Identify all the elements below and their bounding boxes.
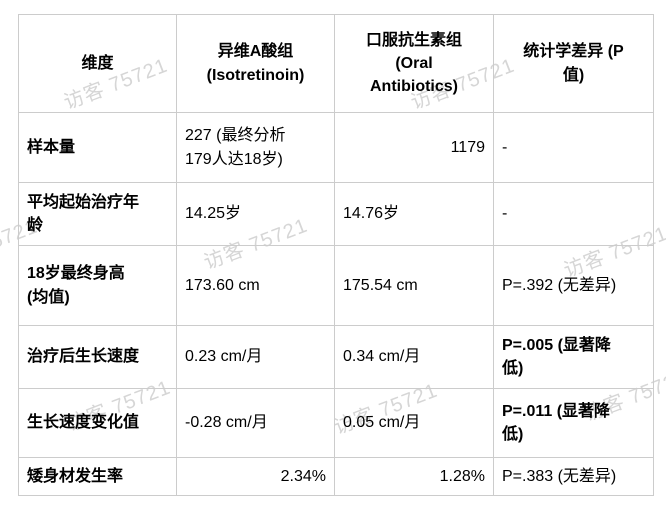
table-header-row: 维度 异维A酸组 (Isotretinoin) 口服抗生素组 (Oral Ant… bbox=[18, 14, 654, 113]
header-isotretinoin-group: 异维A酸组 (Isotretinoin) bbox=[176, 14, 335, 113]
table-row-growth-velocity: 治疗后生长速度 0.23 cm/月 0.34 cm/月 P=.005 (显著降 … bbox=[18, 325, 654, 389]
cell-p-value: P=.011 (显著降 低) bbox=[493, 388, 654, 458]
cell-isotretinoin: 0.23 cm/月 bbox=[176, 325, 335, 389]
table-row-short-stature-rate: 矮身材发生率 2.34% 1.28% P=.383 (无差异) bbox=[18, 457, 654, 496]
cell-dimension: 平均起始治疗年 龄 bbox=[18, 182, 177, 246]
cell-dimension: 样本量 bbox=[18, 112, 177, 183]
cell-p-value: P=.392 (无差异) bbox=[493, 245, 654, 326]
cell-isotretinoin: -0.28 cm/月 bbox=[176, 388, 335, 458]
header-p-value: 统计学差异 (P 值) bbox=[493, 14, 654, 113]
cell-p-value: P=.383 (无差异) bbox=[493, 457, 654, 496]
cell-p-value: - bbox=[493, 182, 654, 246]
cell-isotretinoin: 173.60 cm bbox=[176, 245, 335, 326]
cell-oral: 0.05 cm/月 bbox=[334, 388, 494, 458]
cell-dimension: 18岁最终身高 (均值) bbox=[18, 245, 177, 326]
header-dimension: 维度 bbox=[18, 14, 177, 113]
cell-dimension: 矮身材发生率 bbox=[18, 457, 177, 496]
cell-dimension: 生长速度变化值 bbox=[18, 388, 177, 458]
cell-isotretinoin: 14.25岁 bbox=[176, 182, 335, 246]
table-row-start-age: 平均起始治疗年 龄 14.25岁 14.76岁 - bbox=[18, 182, 654, 246]
cell-isotretinoin: 227 (最终分析 179人达18岁) bbox=[176, 112, 335, 183]
cell-oral: 1179 bbox=[334, 112, 494, 183]
cell-isotretinoin: 2.34% bbox=[176, 457, 335, 496]
cell-p-value: - bbox=[493, 112, 654, 183]
cell-oral: 14.76岁 bbox=[334, 182, 494, 246]
cell-oral: 1.28% bbox=[334, 457, 494, 496]
table-row-sample-size: 样本量 227 (最终分析 179人达18岁) 1179 - bbox=[18, 112, 654, 183]
cell-oral: 0.34 cm/月 bbox=[334, 325, 494, 389]
cell-oral: 175.54 cm bbox=[334, 245, 494, 326]
cell-dimension: 治疗后生长速度 bbox=[18, 325, 177, 389]
table-row-velocity-change: 生长速度变化值 -0.28 cm/月 0.05 cm/月 P=.011 (显著降… bbox=[18, 388, 654, 458]
comparison-table: 维度 异维A酸组 (Isotretinoin) 口服抗生素组 (Oral Ant… bbox=[18, 14, 654, 496]
header-oral-antibiotics-group: 口服抗生素组 (Oral Antibiotics) bbox=[334, 14, 494, 113]
cell-p-value: P=.005 (显著降 低) bbox=[493, 325, 654, 389]
table-row-final-height: 18岁最终身高 (均值) 173.60 cm 175.54 cm P=.392 … bbox=[18, 245, 654, 326]
